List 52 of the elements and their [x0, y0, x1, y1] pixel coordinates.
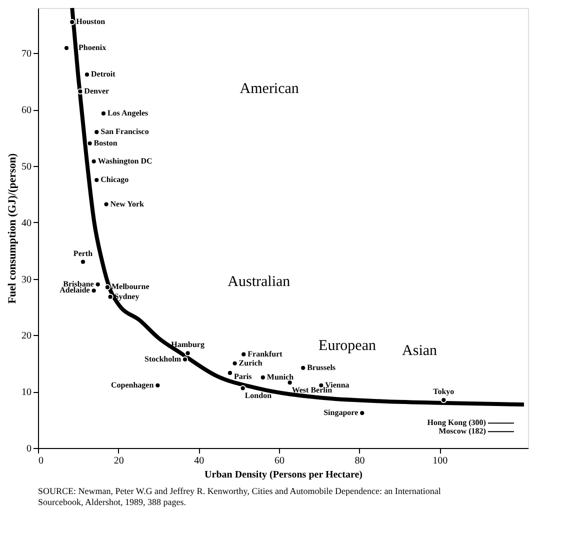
- annotation: Chicago: [100, 175, 129, 184]
- annotation: Moscow (182): [438, 426, 486, 436]
- y-tick-label: 30: [22, 274, 32, 286]
- point: [77, 88, 84, 95]
- x-tick-label: 0: [38, 456, 44, 466]
- x-tick-label: 40: [194, 456, 204, 466]
- annotation: Phoenix: [78, 43, 106, 52]
- y-tick-label: 70: [22, 48, 32, 60]
- annotation: Adelaide: [60, 286, 90, 295]
- x-tick-label: 80: [354, 456, 365, 466]
- source-note: SOURCE: Newman, Peter W.G and Jeffrey R. Kenworthy, Cities and Automobile Dependence: an International Sourcebook, Aldershot, 1989, 388 pages.: [38, 486, 442, 507]
- annotation: Singapore: [324, 408, 359, 418]
- annotation: Munich: [266, 372, 294, 382]
- annotation: Houston: [76, 17, 106, 26]
- annotation: Melbourne: [111, 282, 150, 292]
- x-tick-label: 20: [114, 456, 124, 466]
- annotation: Stockholm: [144, 354, 182, 364]
- y-tick-label: 50: [22, 161, 32, 172]
- annotation: Zurich: [238, 358, 263, 368]
- x-tick-label: 60: [274, 456, 284, 466]
- annotation: Paris: [234, 372, 252, 381]
- annotation: Brisbane: [63, 279, 94, 288]
- x-axis-title: Urban Density (Persons per Hectare): [204, 470, 362, 480]
- annotation: Frankfurt: [248, 349, 283, 358]
- annotation: Brussels: [307, 362, 336, 372]
- annotation: Asian: [402, 342, 438, 359]
- y-tick-label: 40: [22, 218, 32, 229]
- annotation: Hong Kong (300): [427, 418, 486, 428]
- y-tick-label: 20: [22, 330, 32, 342]
- annotation: San Francisco: [100, 127, 149, 136]
- annotation: Tokyo: [433, 387, 454, 396]
- annotation: Australian: [228, 274, 291, 290]
- annotation: Los Angeles: [107, 108, 148, 118]
- point: [104, 284, 111, 290]
- annotation: New York: [110, 199, 145, 208]
- y-tick-label: 60: [22, 105, 32, 116]
- annotation: Perth: [73, 248, 94, 258]
- annotation: Denver: [84, 86, 110, 96]
- annotation: Vienna: [325, 380, 350, 390]
- y-axis-title: Fuel consumption (GJ)/(person): [6, 153, 18, 304]
- annotation: American: [240, 81, 300, 98]
- y-tick-label: 10: [22, 387, 32, 398]
- y-tick-label: 0: [26, 444, 32, 454]
- annotation: Copenhagen: [111, 380, 154, 390]
- point: [182, 356, 188, 362]
- annotation: Detroit: [91, 70, 116, 79]
- annotation: European: [318, 338, 376, 354]
- annotation: Washington DC: [98, 156, 153, 166]
- annotation: Boston: [94, 138, 118, 148]
- x-tick-label: 100: [432, 456, 448, 466]
- point: [84, 72, 90, 78]
- annotation: London: [244, 391, 272, 400]
